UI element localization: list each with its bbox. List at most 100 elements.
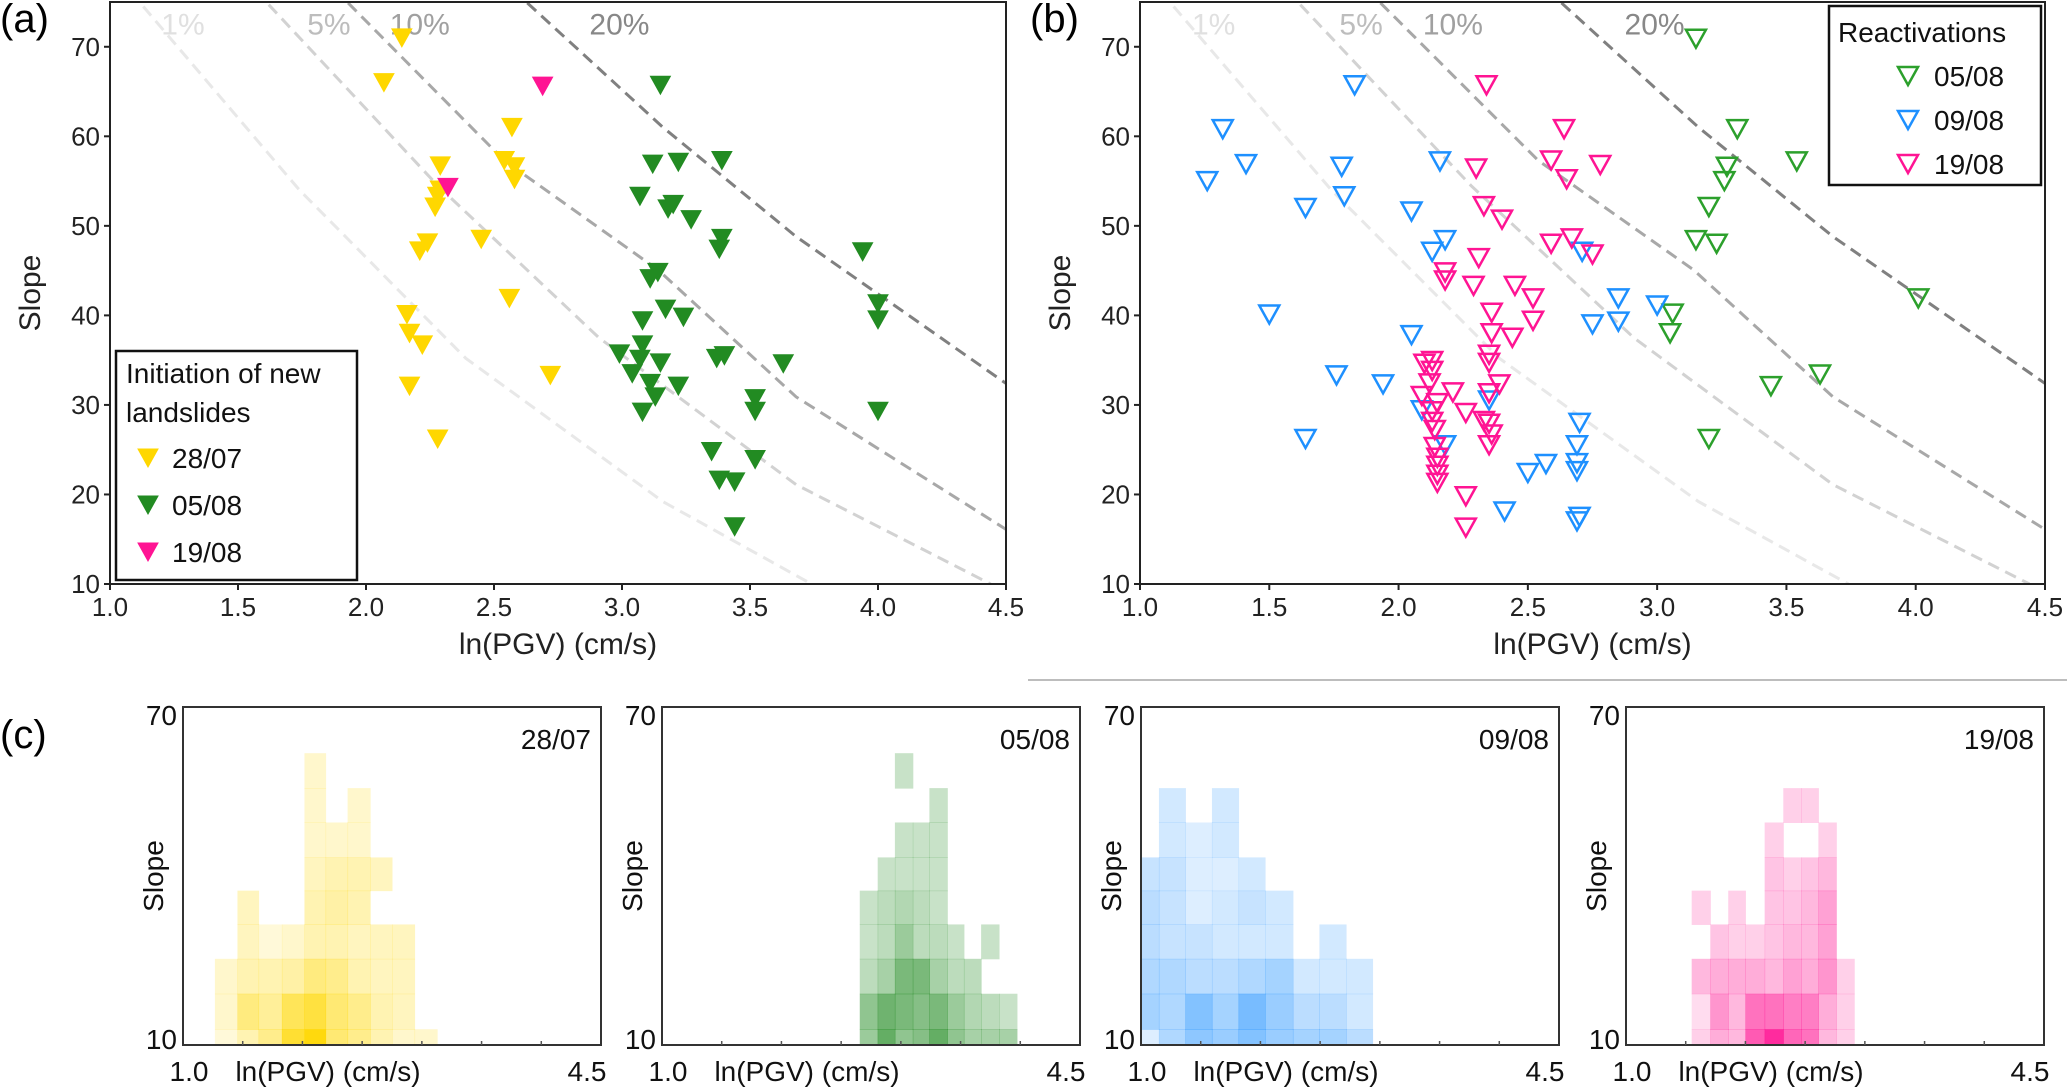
heatmap-cell: [1158, 1029, 1186, 1046]
contour-label: 10%: [1423, 8, 1483, 41]
legend-marker-icon: [1895, 109, 1921, 132]
data-point: [700, 441, 723, 462]
contour-label: 1%: [161, 8, 204, 41]
heatmap-cell: [1265, 890, 1294, 925]
data-point: [1453, 486, 1478, 508]
heatmap-cell: [894, 753, 914, 789]
heatmap-cell: [325, 958, 349, 995]
data-point: [531, 76, 554, 97]
heatmap-cell: [1211, 788, 1240, 823]
heatmap-cell: [1185, 857, 1213, 892]
axes-frame: [1140, 706, 1560, 1046]
data-point: [1432, 270, 1458, 293]
heatmap-cell: [1319, 924, 1347, 960]
x-tick-label: 3.5: [732, 592, 768, 622]
data-point: [1474, 75, 1499, 97]
y-tick-label: 60: [71, 121, 100, 151]
heatmap-cell: [1158, 788, 1186, 823]
x-tick-label: 1.0: [170, 1056, 209, 1087]
heatmap-cell: [325, 890, 349, 925]
data-point: [1432, 229, 1458, 252]
heatmap-cell: [981, 1029, 1000, 1046]
data-point: [1476, 434, 1502, 457]
x-tick-label: 1.0: [1128, 1056, 1167, 1087]
x-tick-label: 4.5: [988, 592, 1024, 622]
heatmap-cell: [1745, 993, 1766, 1030]
heatmap-cell: [1728, 958, 1746, 995]
y-tick-label: 50: [71, 211, 100, 241]
heatmap-cell: [1265, 993, 1294, 1030]
contour-label: 1%: [1192, 8, 1235, 41]
data-point: [713, 346, 736, 366]
panel-label: (b): [1030, 0, 1079, 41]
data-point: [1417, 373, 1442, 396]
data-point: [501, 117, 523, 138]
probability-contour-1%: [1172, 5, 1850, 584]
data-point: [772, 354, 795, 374]
legend-marker-icon: [1895, 153, 1921, 176]
data-point: [1476, 352, 1502, 375]
heatmap-cell: [1801, 788, 1819, 823]
panel-date-label: 05/08: [1000, 724, 1070, 755]
y-tick-label: 70: [625, 700, 656, 731]
heatmap-cell: [325, 924, 349, 960]
x-tick-label: 4.5: [568, 1056, 607, 1087]
data-point: [1807, 364, 1833, 387]
data-point: [1588, 154, 1613, 177]
data-point: [723, 472, 746, 492]
series-05-08: [608, 75, 889, 537]
heatmap-cell: [1346, 993, 1374, 1030]
heatmap-cell: [1783, 924, 1802, 960]
heatmap-cell: [214, 958, 238, 995]
data-point: [470, 229, 493, 250]
heatmap-cell: [912, 958, 930, 995]
heatmap-cell: [877, 857, 896, 892]
data-point: [1657, 323, 1683, 345]
y-tick-label: 70: [146, 700, 177, 731]
data-point: [1399, 201, 1424, 224]
data-point: [1660, 303, 1685, 326]
axes-frame: [182, 706, 602, 1046]
data-point: [1293, 197, 1318, 220]
heatmap-cell: [281, 924, 305, 960]
data-point: [411, 335, 434, 355]
heatmap-cell: [347, 822, 371, 858]
series-19-08: [437, 76, 554, 198]
heatmap-cell: [877, 958, 896, 995]
heatmap-cell: [1265, 924, 1294, 960]
heatmap-cell: [237, 993, 260, 1030]
probability-contour-20%: [1560, 2, 2045, 385]
data-point: [1425, 472, 1450, 495]
data-point: [503, 169, 526, 190]
heatmap-cell: [304, 857, 327, 892]
heatmap-cell: [1185, 890, 1213, 925]
data-point: [1461, 275, 1486, 298]
data-point: [1422, 436, 1447, 459]
y-tick-label: 10: [146, 1024, 177, 1055]
data-point: [1409, 385, 1434, 408]
data-point: [744, 401, 766, 422]
data-point: [851, 242, 874, 262]
y-axis-label: Slope: [1096, 840, 1127, 912]
x-tick-label: 3.0: [1639, 592, 1675, 622]
heatmap-cell: [304, 993, 327, 1030]
data-point: [644, 387, 667, 407]
heatmap-cell: [347, 857, 371, 892]
data-point: [1906, 288, 1931, 310]
heatmap-cell: [347, 788, 371, 823]
heatmap-cell: [929, 993, 948, 1030]
data-point: [1464, 158, 1489, 181]
heatmap-cell: [1158, 993, 1186, 1030]
probability-contour-10%: [1379, 2, 2045, 531]
y-tick-label: 20: [1101, 479, 1130, 509]
heatmap-cell: [1801, 857, 1819, 892]
heatmap-cell: [912, 822, 930, 858]
axes-frame: [1625, 706, 2045, 1046]
data-point: [641, 154, 664, 175]
y-axis-label: Slope: [1581, 840, 1612, 912]
heatmap-cell: [214, 993, 238, 1030]
heatmap-cell: [1801, 993, 1819, 1030]
heatmap-cell: [912, 924, 930, 960]
data-point: [1479, 424, 1504, 447]
heatmap-cell: [877, 993, 896, 1030]
